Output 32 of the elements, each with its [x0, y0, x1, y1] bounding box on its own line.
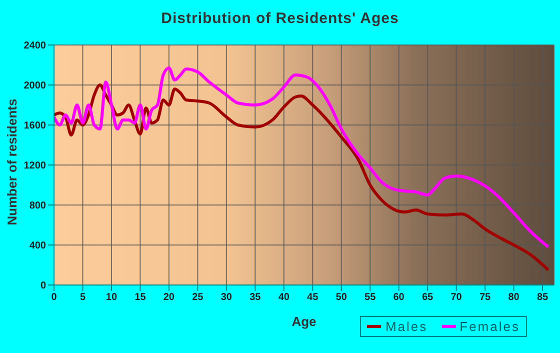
- line-series: [54, 66, 550, 248]
- x-tick-label: 60: [393, 292, 405, 304]
- x-tick-label: 5: [80, 292, 86, 304]
- legend-label: Females: [460, 319, 520, 334]
- y-tick-label: 400: [29, 240, 46, 252]
- y-tick-label: 2000: [24, 80, 46, 92]
- y-tick-label: 1200: [24, 160, 46, 172]
- line-series: [54, 84, 550, 272]
- y-axis-title: Number of residents: [4, 98, 20, 228]
- x-tick-label: 85: [536, 292, 549, 304]
- x-axis-title: Age: [292, 314, 316, 329]
- chart-title: Distribution of Residents' Ages: [160, 10, 400, 27]
- legend-label: Males: [385, 319, 428, 334]
- y-tick-label: 800: [29, 200, 46, 212]
- x-tick-label: 15: [134, 292, 146, 304]
- x-tick-label: 20: [163, 292, 175, 304]
- x-tick-label: 45: [307, 292, 319, 304]
- x-tick-label: 40: [278, 292, 290, 304]
- y-tick-label: 2400: [24, 40, 46, 52]
- x-tick-label: 80: [508, 292, 520, 304]
- x-tick-label: 50: [336, 292, 348, 304]
- x-tick-label: 65: [422, 292, 434, 304]
- x-tick-label: 75: [479, 292, 492, 304]
- x-tick-label: 30: [220, 292, 232, 304]
- x-tick-label: 55: [364, 292, 376, 304]
- x-tick-label: 0: [51, 292, 58, 304]
- x-tick-label: 10: [106, 292, 118, 304]
- y-tick-label: 1600: [24, 120, 46, 132]
- x-tick-label: 35: [250, 292, 262, 304]
- x-tick-label: 70: [450, 292, 462, 304]
- y-tick-label: 0: [40, 280, 46, 292]
- x-tick-label: 25: [192, 292, 204, 304]
